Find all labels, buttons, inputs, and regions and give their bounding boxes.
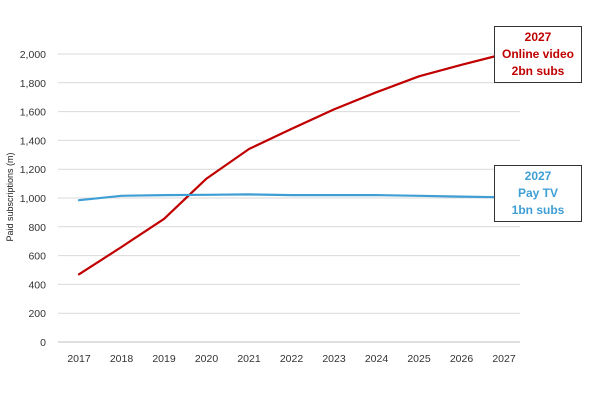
y-tick-label: 400: [28, 279, 46, 291]
series-lines: [77, 52, 506, 276]
pay-tv-callout-line1: 2027: [524, 169, 552, 183]
x-tick-label: 2017: [67, 353, 91, 365]
pay-tv-callout: 2027 Pay TV 1bn subs: [494, 165, 582, 222]
x-tick-label: 2025: [407, 353, 431, 365]
y-tick-label: 1,600: [20, 107, 46, 119]
y-tick-label: 600: [28, 251, 46, 263]
x-tick-label: 2021: [237, 353, 261, 365]
y-axis-ticks: 0 200 400 600 800 1,000 1,200 1,400 1,600 1,800 2,…: [20, 49, 46, 349]
y-tick-label: 200: [28, 308, 46, 320]
online-video-callout-line2: Online video: [501, 47, 574, 61]
x-tick-label: 2023: [322, 353, 346, 365]
pay-tv-callout-line2: Pay TV: [517, 186, 559, 200]
x-tick-label: 2020: [195, 353, 219, 365]
gridlines: [58, 53, 520, 343]
online-video-callout: 2027 Online video 2bn subs: [494, 26, 582, 83]
y-tick-label: 800: [28, 222, 46, 234]
x-tick-label: 2018: [110, 353, 134, 365]
x-tick-label: 2019: [152, 353, 176, 365]
pay-tv-line: [77, 193, 506, 202]
online-video-callout-line1: 2027: [524, 30, 552, 44]
online-video-line: [77, 52, 506, 276]
y-tick-label: 0: [40, 337, 46, 349]
y-tick-label: 1,200: [20, 164, 46, 176]
pay-tv-callout-line3: 1bn subs: [511, 203, 565, 217]
x-tick-label: 2027: [492, 353, 516, 365]
y-tick-label: 2,000: [20, 49, 46, 61]
x-tick-label: 2026: [450, 353, 474, 365]
x-tick-label: 2022: [280, 353, 304, 365]
y-axis-label: Paid subscriptions (m): [5, 152, 15, 241]
x-tick-label: 2024: [365, 353, 389, 365]
online-video-callout-line3: 2bn subs: [511, 64, 565, 78]
y-tick-label: 1,800: [20, 78, 46, 90]
y-tick-label: 1,400: [20, 135, 46, 147]
x-axis-ticks: 2017 2018 2019 2020 2021 2022 2023 2024 2025 2026…: [67, 353, 516, 365]
y-tick-label: 1,000: [20, 193, 46, 205]
